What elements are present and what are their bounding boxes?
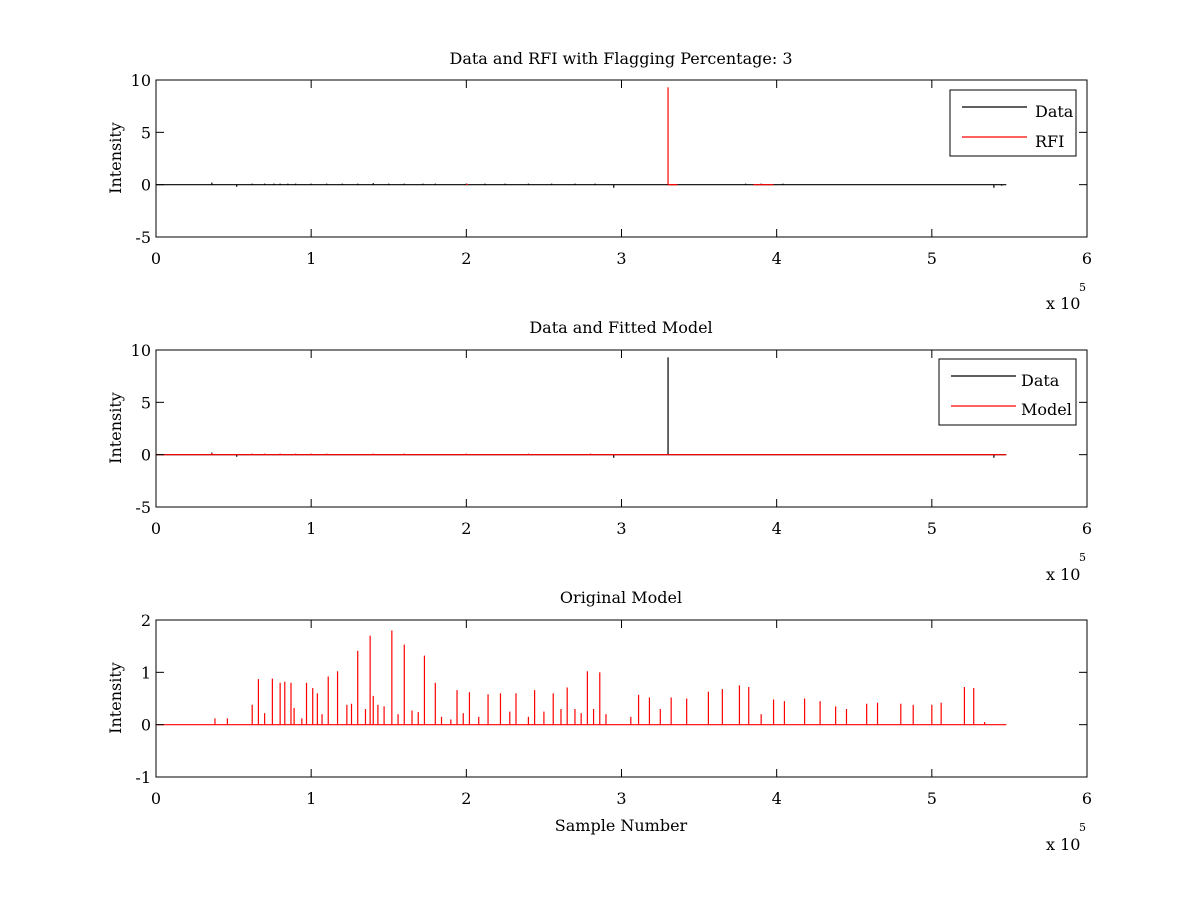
- x-tick-label: 6: [1082, 519, 1092, 538]
- legend-label-model: Model: [1021, 400, 1072, 419]
- legend-label-data: Data: [1035, 102, 1074, 121]
- x-axis-multiplier: x 10: [1046, 565, 1080, 584]
- subplot-title: Data and RFI with Flagging Percentage: 3: [449, 49, 792, 68]
- y-tick-label: 5: [141, 123, 151, 142]
- x-axis-multiplier-exponent: 5: [1079, 551, 1086, 564]
- x-tick-label: 1: [306, 519, 316, 538]
- x-tick-label: 5: [927, 249, 937, 268]
- x-tick-label: 3: [616, 249, 626, 268]
- y-axis-label: Intensity: [106, 122, 125, 194]
- x-axis-multiplier-exponent: 5: [1079, 821, 1086, 834]
- legend-label-rfi: RFI: [1035, 132, 1064, 151]
- x-tick-label: 4: [772, 249, 782, 268]
- x-axis-label: Sample Number: [555, 816, 688, 835]
- series-data-0: [156, 182, 1007, 188]
- subplot-data-and-rfi: Data and RFI with Flagging Percentage: 3…: [106, 49, 1092, 313]
- x-tick-label: 0: [151, 249, 161, 268]
- x-tick-label: 4: [772, 789, 782, 808]
- x-tick-label: 6: [1082, 249, 1092, 268]
- y-tick-label: -5: [135, 228, 151, 247]
- y-tick-label: 0: [141, 446, 151, 465]
- y-axis-label: Intensity: [106, 392, 125, 464]
- x-tick-label: 1: [306, 249, 316, 268]
- x-tick-label: 5: [927, 519, 937, 538]
- y-tick-label: 0: [141, 716, 151, 735]
- series-model-1: [156, 453, 1007, 456]
- y-tick-label: 5: [141, 393, 151, 412]
- x-tick-label: 2: [461, 789, 471, 808]
- subplot-data-and-fitted-model: Data and Fitted Model Intensity x 10 5 0…: [106, 318, 1092, 584]
- x-tick-label: 3: [616, 789, 626, 808]
- y-tick-label: 10: [131, 341, 151, 360]
- x-tick-label: 2: [461, 249, 471, 268]
- x-tick-label: 4: [772, 519, 782, 538]
- legend-label-data: Data: [1021, 371, 1060, 390]
- x-tick-label: 2: [461, 519, 471, 538]
- segment-mark: [466, 183, 469, 186]
- y-tick-label: 1: [141, 663, 151, 682]
- y-tick-label: -1: [135, 768, 151, 787]
- y-tick-label: 10: [131, 71, 151, 90]
- subplot-title: Original Model: [560, 588, 682, 607]
- x-tick-label: 5: [927, 789, 937, 808]
- y-tick-label: 2: [141, 611, 151, 630]
- x-tick-label: 1: [306, 789, 316, 808]
- x-axis-multiplier: x 10: [1046, 294, 1080, 313]
- y-tick-label: -5: [135, 498, 151, 517]
- x-axis-multiplier: x 10: [1046, 835, 1080, 854]
- y-axis-label: Intensity: [106, 662, 125, 734]
- x-tick-label: 6: [1082, 789, 1092, 808]
- x-tick-label: 0: [151, 519, 161, 538]
- legend-box: [949, 89, 1077, 157]
- x-tick-label: 0: [151, 789, 161, 808]
- series-model-2: [156, 630, 1007, 726]
- x-tick-label: 3: [616, 519, 626, 538]
- legend-box: [938, 358, 1077, 426]
- x-axis-multiplier-exponent: 5: [1079, 281, 1086, 294]
- subplot-original-model: Original Model Intensity Sample Number x…: [106, 588, 1092, 854]
- series-rfi-0: [466, 87, 774, 186]
- y-tick-label: 0: [141, 176, 151, 195]
- subplot-title: Data and Fitted Model: [529, 318, 712, 337]
